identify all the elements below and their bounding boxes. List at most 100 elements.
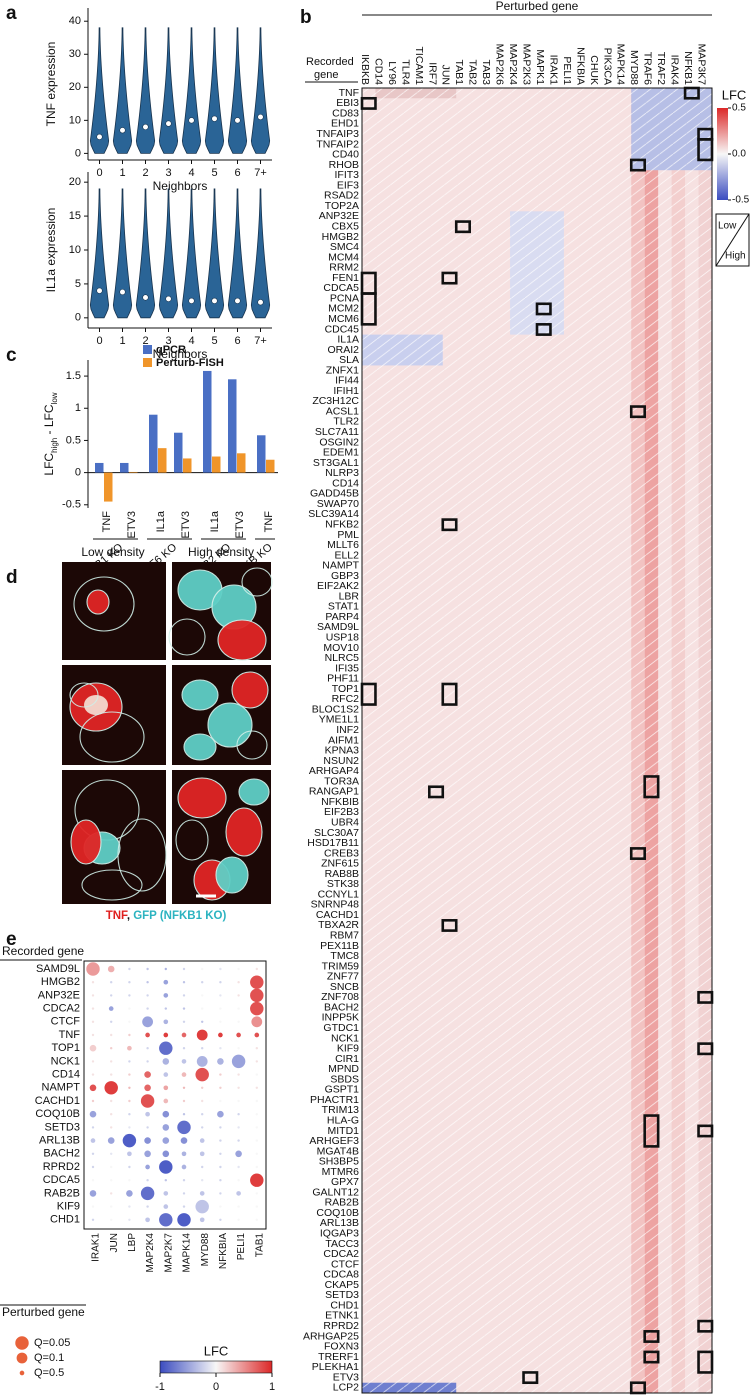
col-label: MAP3K7 (695, 44, 707, 86)
dot (128, 1020, 131, 1024)
y-axis-label: LFChigh - LFClow (42, 392, 58, 475)
dot (162, 1110, 170, 1118)
dot (91, 1178, 95, 1182)
dot (200, 1020, 204, 1024)
row-label: LBR (339, 590, 360, 602)
row-label: TOR3A (324, 775, 359, 787)
bar (266, 459, 275, 473)
y-axis-label-part: - LFC (42, 404, 56, 438)
dot (145, 1164, 150, 1170)
x-tick-label: 3 (165, 167, 171, 179)
row-label: STAT1 (328, 601, 359, 613)
cell (79, 711, 145, 763)
dot (237, 1139, 240, 1142)
col-label: TAB3 (480, 60, 492, 86)
row-label: ANP32E (319, 210, 359, 222)
y-tick-label: 0 (75, 147, 81, 159)
row-label: TOP2A (325, 200, 359, 212)
dot (217, 1058, 224, 1065)
dot (219, 1165, 222, 1169)
row-label: MCM2 (328, 303, 359, 315)
violin (250, 27, 271, 154)
colorbar-tick-label: 0.0 (732, 149, 746, 160)
y-tick-label: 10 (69, 114, 81, 126)
highlight-box (697, 138, 714, 162)
dot (164, 1007, 168, 1010)
row-label: RSAD2 (324, 190, 359, 202)
dot (255, 967, 259, 971)
row-label: FOXN3 (324, 1341, 359, 1353)
dot (128, 1178, 131, 1182)
dot (255, 1099, 259, 1103)
bar (237, 453, 246, 473)
row-label: MLLT6 (327, 539, 359, 551)
dot (91, 1020, 95, 1024)
dot (89, 1110, 97, 1118)
dot (91, 1126, 95, 1129)
row-label: SETD3 (325, 1289, 359, 1301)
row-label: TOP1 (332, 683, 359, 695)
row-label: ETV3 (333, 1371, 359, 1383)
median-dot (165, 295, 172, 302)
dot (91, 1033, 95, 1037)
row-label: CDC45 (325, 323, 360, 335)
row-label: CACHD1 (316, 909, 359, 921)
highlight-box (697, 1319, 714, 1333)
violin (135, 188, 156, 319)
row-label: GTDC1 (323, 1022, 359, 1034)
dot (163, 1072, 169, 1077)
row-label: RPRD2 (323, 1320, 359, 1332)
row-label: RPRD2 (43, 1161, 80, 1173)
dot (255, 1165, 259, 1169)
dot (219, 1099, 222, 1103)
dot (128, 980, 131, 984)
dot (195, 1199, 209, 1214)
dot (200, 1126, 204, 1129)
cell (175, 819, 209, 861)
row-label: NLRC5 (325, 652, 360, 664)
x-tick-label: TNF (101, 511, 113, 533)
bar (228, 379, 237, 473)
highlight-box (629, 847, 646, 860)
dot (91, 1165, 95, 1169)
row-label: INF2 (336, 724, 359, 736)
dot (219, 1086, 222, 1090)
bar (203, 370, 212, 473)
dot (109, 1099, 113, 1103)
dot (163, 1085, 169, 1091)
dot (146, 1007, 149, 1010)
median-dot (234, 117, 241, 124)
y-tick-label: 0.5 (66, 434, 81, 446)
row-label: EDEM1 (323, 447, 359, 459)
cell (86, 589, 110, 615)
cell (183, 733, 217, 761)
row-label: SMC4 (330, 241, 359, 253)
cell (238, 778, 270, 806)
x-axis-label: Neighbors (153, 179, 208, 193)
bar (158, 448, 167, 473)
median-dot (188, 117, 195, 124)
col-label: JUN (440, 65, 452, 85)
dot (91, 1099, 95, 1103)
dot (237, 1126, 240, 1129)
col-label: NFKB1 (682, 51, 694, 85)
col-label: TAB2 (467, 60, 479, 86)
col-label: IRAK4 (669, 55, 681, 86)
dot (255, 1205, 259, 1208)
row-label: MTMR6 (322, 1166, 359, 1178)
dot (89, 1190, 97, 1197)
col-label: MAP2K4 (145, 1233, 156, 1273)
dot (255, 1126, 259, 1129)
row-label: ZNF615 (321, 858, 359, 870)
colorbar-tick-label: 0.5 (732, 103, 746, 114)
dot (128, 1086, 131, 1090)
x-tick-label: 3 (165, 335, 171, 347)
dot (231, 1054, 246, 1069)
row-label: PEX11B (320, 940, 359, 952)
dot (255, 1046, 259, 1050)
x-tick-label: 1 (119, 335, 125, 347)
x-tick-label: ETV3 (126, 511, 138, 539)
col-label: NFKBIA (574, 47, 586, 85)
x-tick-label: IL1a (155, 510, 167, 532)
dot (182, 1205, 186, 1208)
